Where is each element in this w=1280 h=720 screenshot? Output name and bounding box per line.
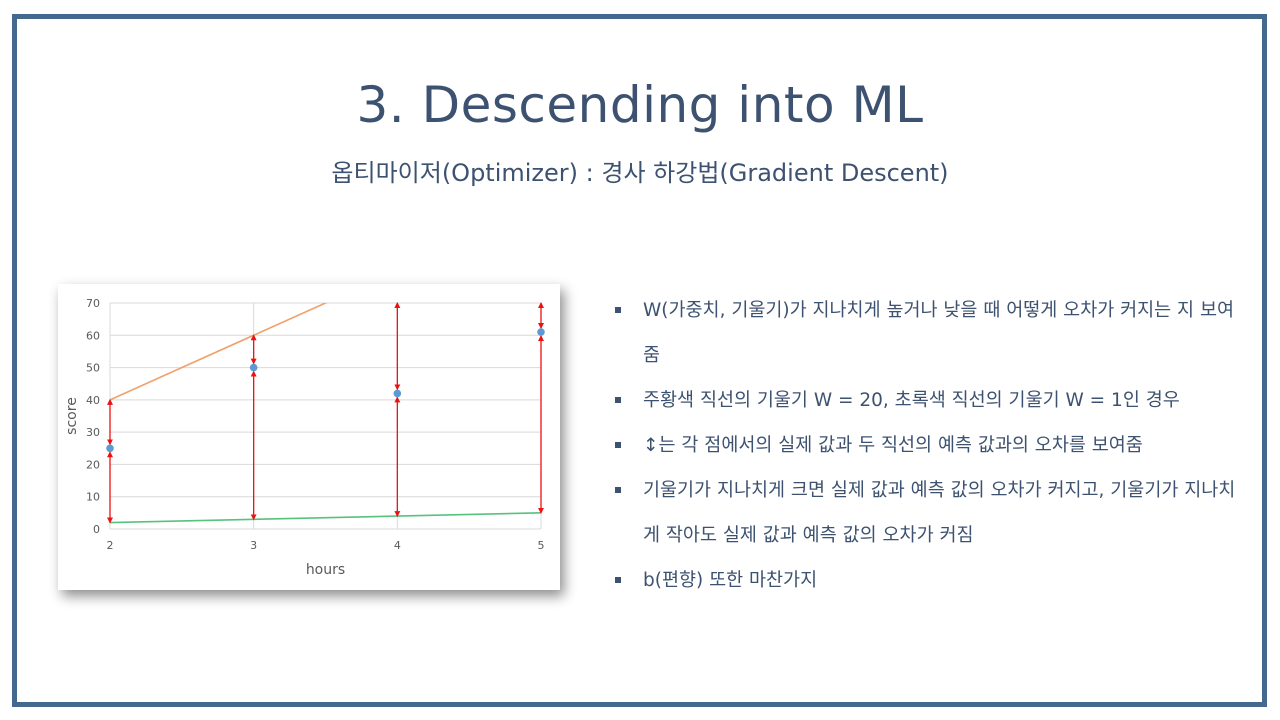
x-axis-title: hours [306,562,345,578]
x-tick-label: 5 [538,539,545,552]
y-tick-label: 50 [86,362,100,375]
bullet-item: W(가중치, 기울기)가 지나치게 높거나 낮을 때 어떻게 오차가 커지는 지… [612,288,1242,378]
slide-title: 3. Descending into ML [356,76,924,134]
bullet-marker [615,487,621,493]
y-tick-label: 20 [86,458,100,471]
data-point [249,363,258,372]
bullet-text: 주황색 직선의 기울기 W = 20, 초록색 직선의 기울기 W = 1인 경… [643,390,1180,411]
bullet-item: ↕는 각 점에서의 실제 값과 두 직선의 예측 값과의 오차를 보여줌 [612,423,1242,468]
data-point [106,444,114,453]
y-tick-label: 70 [86,297,100,310]
x-tick-label: 2 [107,539,114,552]
data-point [393,389,402,398]
y-axis-title: score [64,397,80,435]
bullet-text: 기울기가 지나치게 크면 실제 값과 예측 값의 오차가 커지고, 기울기가 지… [643,480,1236,546]
bullet-list: W(가중치, 기울기)가 지나치게 높거나 낮을 때 어떻게 오차가 커지는 지… [612,288,1242,603]
y-tick-label: 0 [93,523,100,536]
bullet-item: b(편향) 또한 마찬가지 [612,558,1242,603]
bullet-marker [615,397,621,403]
green-line [110,512,541,524]
bullet-item: 기울기가 지나치게 크면 실제 값과 예측 값의 오차가 커지고, 기울기가 지… [612,468,1242,558]
slide-subtitle: 옵티마이저(Optimizer) : 경사 하강법(Gradient Desce… [331,159,949,187]
bullet-marker [615,577,621,583]
x-tick-label: 3 [250,539,257,552]
y-tick-label: 10 [86,491,100,504]
bullet-marker [615,307,621,313]
y-tick-label: 30 [86,426,100,439]
y-tick-label: 60 [86,329,100,342]
bullet-text: b(편향) 또한 마찬가지 [643,570,818,591]
data-point [537,328,545,336]
orange-line [110,303,328,401]
bullet-text: ↕는 각 점에서의 실제 값과 두 직선의 예측 값과의 오차를 보여줌 [643,435,1143,456]
bullet-text: W(가중치, 기울기)가 지나치게 높거나 낮을 때 어떻게 오차가 커지는 지… [643,300,1234,366]
y-tick-label: 40 [86,394,100,407]
bullet-marker [615,442,621,448]
bullet-item: 주황색 직선의 기울기 W = 20, 초록색 직선의 기울기 W = 1인 경… [612,378,1242,423]
scatter-chart: 0 10 20 30 40 50 60 70 2 3 4 5 hours score [64,297,545,578]
chart-card: 0 10 20 30 40 50 60 70 2 3 4 5 hours score [58,284,560,590]
x-tick-label: 4 [394,539,401,552]
